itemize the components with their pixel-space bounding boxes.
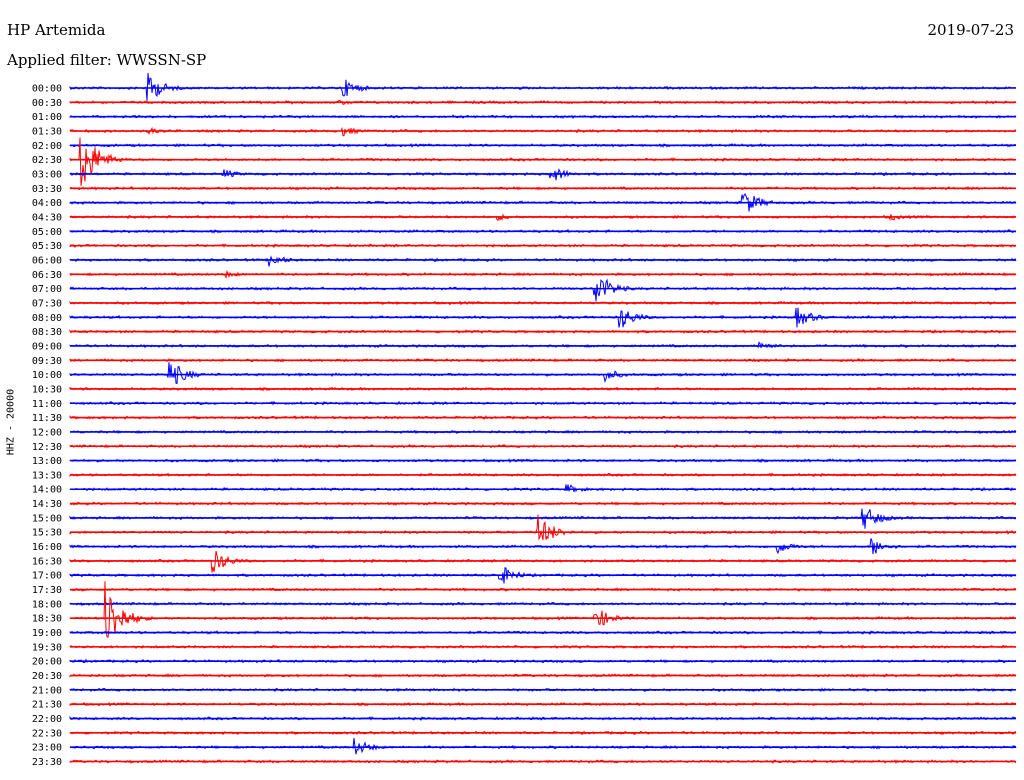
seismic-trace [69,278,1017,302]
row-time-label: 23:30 [32,757,62,768]
row-time-label: 17:30 [32,585,62,596]
row-time-label: 00:30 [32,98,62,109]
row-time-label: 14:00 [32,485,62,496]
row-time-label: 10:00 [32,370,62,381]
seismic-trace [69,362,1017,385]
row-time-label: 16:00 [32,542,62,553]
row-time-label: 05:30 [32,241,62,252]
row-time-label: 20:00 [32,657,62,668]
row-time-label: 03:30 [32,184,62,195]
row-time-label: 07:00 [32,284,62,295]
row-time-label: 03:00 [32,169,62,180]
row-time-label: 21:00 [32,685,62,696]
row-time-label: 19:30 [32,642,62,653]
row-time-label: 20:30 [32,671,62,682]
row-time-label: 18:30 [32,614,62,625]
row-time-label: 11:00 [32,399,62,410]
row-time-label: 21:30 [32,700,62,711]
seismic-trace [69,550,1017,573]
row-time-label: 13:30 [32,470,62,481]
row-time-label: 04:30 [32,212,62,223]
row-time-label: 16:30 [32,556,62,567]
row-time-label: 14:30 [32,499,62,510]
row-time-label: 02:00 [32,141,62,152]
row-time-label: 15:00 [32,513,62,524]
row-time-label: 05:00 [32,227,62,238]
row-time-label: 09:00 [32,341,62,352]
row-time-label: 06:00 [32,255,62,266]
seismic-trace [69,168,1017,181]
row-time-label: 06:30 [32,270,62,281]
row-time-label: 08:00 [32,313,62,324]
row-time-label: 08:30 [32,327,62,338]
row-time-label: 12:30 [32,442,62,453]
row-time-label: 00:00 [32,84,62,95]
row-time-label: 22:00 [32,714,62,725]
row-time-label: 13:00 [32,456,62,467]
row-time-label: 22:30 [32,728,62,739]
row-time-label: 01:30 [32,126,62,137]
row-time-label: 10:30 [32,384,62,395]
seismic-trace [69,126,1016,137]
row-time-label: 18:00 [32,599,62,610]
row-time-label: 12:00 [32,427,62,438]
row-time-label: 19:00 [32,628,62,639]
seismic-trace [69,72,1017,101]
row-time-label: 17:00 [32,571,62,582]
row-time-label: 04:00 [32,198,62,209]
row-time-label: 11:30 [32,413,62,424]
date-label: 2019-07-23 [927,21,1014,39]
row-time-label: 07:30 [32,298,62,309]
row-time-label: 15:30 [32,528,62,539]
row-time-label: 09:30 [32,356,62,367]
seismic-trace [69,738,1017,755]
seismic-trace [69,255,1017,267]
row-time-label: 02:30 [32,155,62,166]
row-time-label: 23:00 [32,743,62,754]
row-time-label: 01:00 [32,112,62,123]
seismic-trace [69,484,1017,493]
station-title: HP Artemida [7,21,106,39]
filter-label: Applied filter: WWSSN-SP [7,51,207,69]
